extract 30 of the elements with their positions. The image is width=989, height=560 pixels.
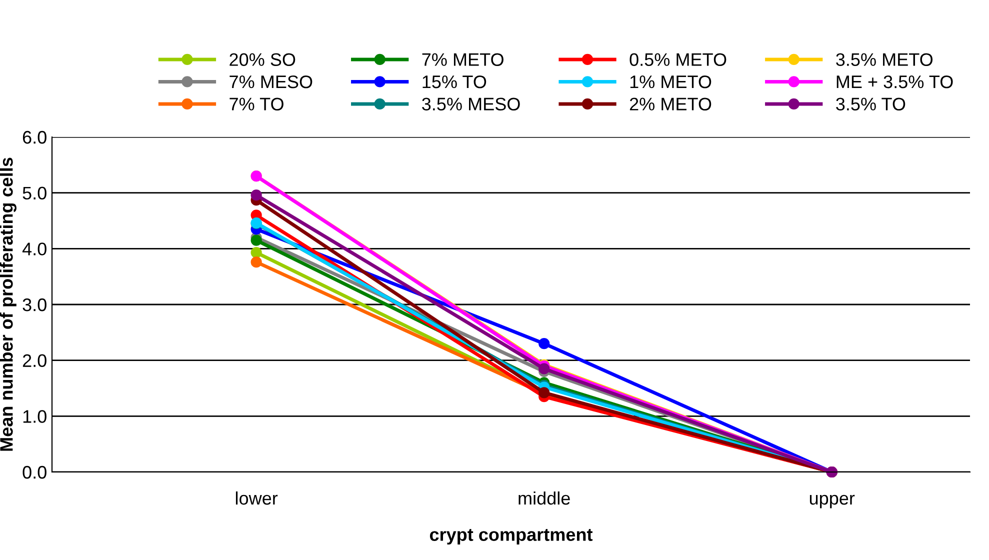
legend-label: 0.5% METO	[630, 53, 726, 66]
legend-label: 7% METO	[422, 53, 504, 66]
y-tick-label: 1.0	[23, 410, 46, 423]
legend-label: 1% METO	[630, 75, 712, 88]
x-tick-label: middle	[518, 491, 570, 505]
legend-label: 20% SO	[230, 53, 296, 66]
y-tick-label: 6.0	[22, 130, 46, 144]
point	[250, 256, 262, 268]
x-tick-label: upper	[810, 494, 855, 508]
point	[538, 338, 550, 350]
point	[250, 234, 262, 246]
x-tick-label: lower	[236, 491, 278, 505]
y-axis-title: Mean number of proliferating cells	[0, 158, 16, 451]
y-tick-label: 4.0	[22, 242, 46, 256]
legend-label: 7% TO	[230, 98, 284, 110]
y-tick-label: 3.0	[22, 298, 46, 312]
legend-label: 3.5% METO	[836, 53, 933, 66]
legend-label: 3.5% MESO	[422, 98, 520, 110]
legend-label: 2% METO	[630, 98, 712, 110]
point	[250, 247, 262, 258]
y-tick-label: 2.0	[22, 354, 46, 368]
legend-label: ME + 3.5% TO	[836, 75, 953, 88]
legend-label: 7% MESO	[230, 75, 312, 88]
y-tick-label: 0.0	[22, 466, 46, 479]
x-axis-title: crypt compartment	[430, 529, 593, 545]
point	[250, 190, 262, 201]
legend-label: 3.5% TO	[836, 98, 906, 110]
point	[538, 363, 550, 374]
legend-label: 15% TO	[422, 75, 486, 88]
y-tick-label: 5.0	[22, 186, 46, 200]
